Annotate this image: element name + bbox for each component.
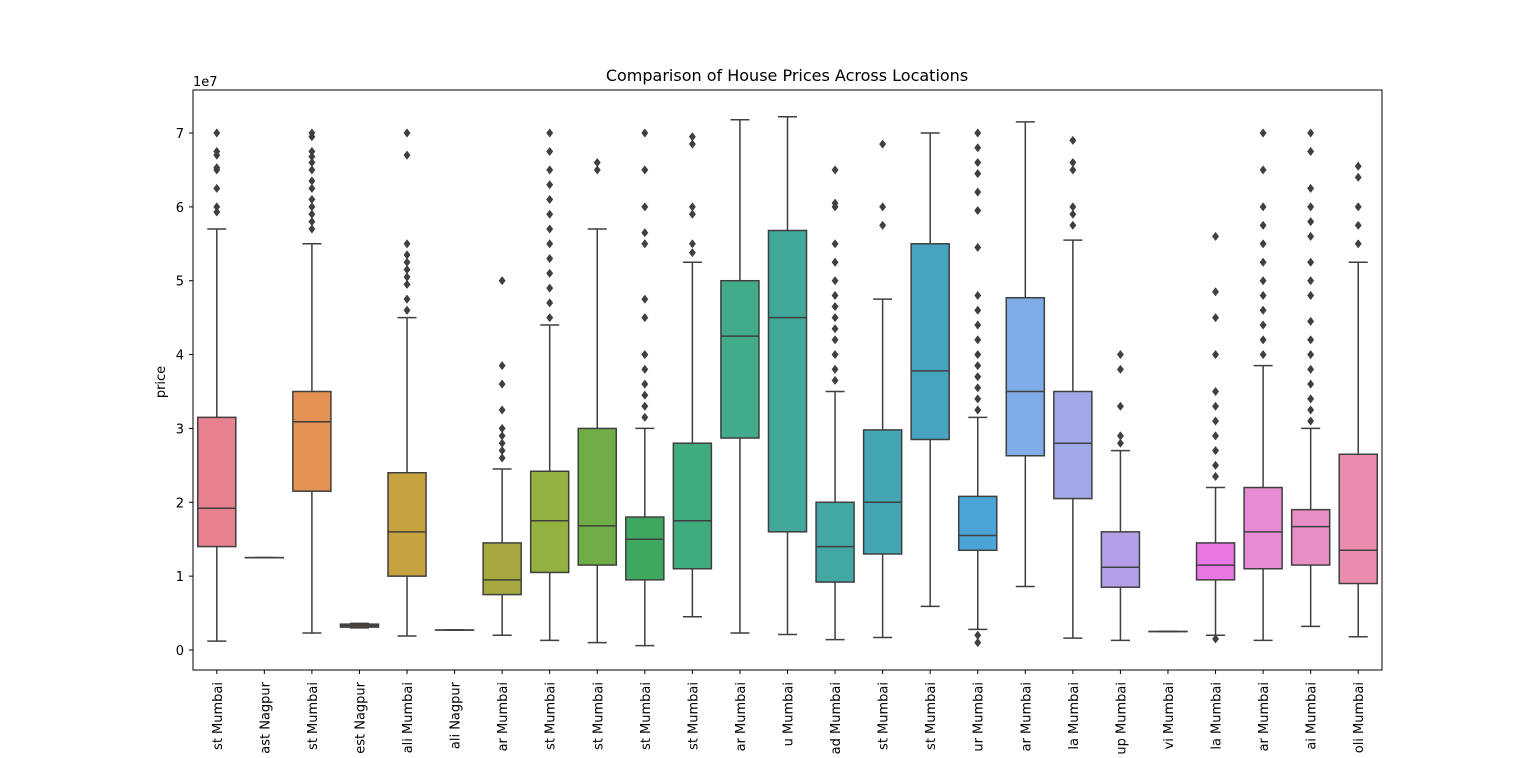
x-tick-label: oli Mumbai [1352,682,1367,753]
box-iqr [1101,532,1139,587]
y-tick-label: 2 [176,496,184,511]
x-tick-label: st Mumbai [924,682,939,750]
x-tick-label: u Mumbai [782,682,797,746]
x-tick-label: st Mumbai [877,682,892,750]
x-tick-label: ad Mumbai [829,682,844,754]
chart-title: Comparison of House Prices Across Locati… [606,66,968,85]
x-tick-label: ar Mumbai [496,682,511,751]
box-iqr [388,473,426,576]
box-iqr [768,230,806,531]
box-iqr [911,244,949,440]
box-iqr [293,392,331,492]
x-tick-label: ur Mumbai [972,682,987,752]
box-iqr [1339,454,1377,583]
x-tick-label: st Mumbai [211,682,226,750]
x-tick-label: ast Nagpur [258,681,273,753]
box-iqr [721,281,759,438]
box-iqr [816,502,854,582]
x-tick-label: ar Mumbai [1019,682,1034,751]
x-tick-label: est Nagpur [353,681,368,753]
x-tick-label: st Mumbai [639,682,654,750]
x-tick-label: st Mumbai [686,682,701,750]
box-iqr [959,496,997,550]
y-tick-label: 0 [176,644,184,659]
y-tick-label: 3 [176,422,184,437]
x-tick-label: ar Mumbai [1257,682,1272,751]
box-iqr [1197,543,1235,580]
box-iqr [673,443,711,569]
x-tick-label: la Mumbai [1067,682,1082,750]
x-tick-label: ai Mumbai [1305,682,1320,750]
box-iqr [626,517,664,580]
box-iqr [531,471,569,572]
box-iqr [864,430,902,554]
y-tick-label: 6 [176,201,184,216]
box-iqr [1054,392,1092,499]
y-tick-label: 5 [176,275,184,290]
x-tick-label: ali Mumbai [401,682,416,753]
y-axis-offset-label: 1e7 [193,75,218,90]
box-iqr [1006,298,1044,456]
box-iqr [483,543,521,595]
y-axis-label: price [154,366,169,398]
x-tick-label: st Mumbai [306,682,321,750]
x-tick-label: ali Nagpur [449,681,464,749]
box-iqr [198,417,236,546]
y-tick-label: 4 [176,349,184,364]
box-group [340,623,378,627]
x-tick-label: vi Mumbai [1162,682,1177,749]
x-tick-label: st Mumbai [591,682,606,750]
y-tick-label: 7 [176,127,184,142]
y-tick-label: 1 [176,570,184,585]
box-iqr [1292,510,1330,565]
box-iqr [578,428,616,565]
box-iqr [1244,488,1282,569]
x-tick-label: ar Mumbai [734,682,749,751]
x-tick-label: up Mumbai [1114,682,1129,754]
x-tick-label: st Mumbai [544,682,559,750]
x-tick-label: la Mumbai [1210,682,1225,750]
